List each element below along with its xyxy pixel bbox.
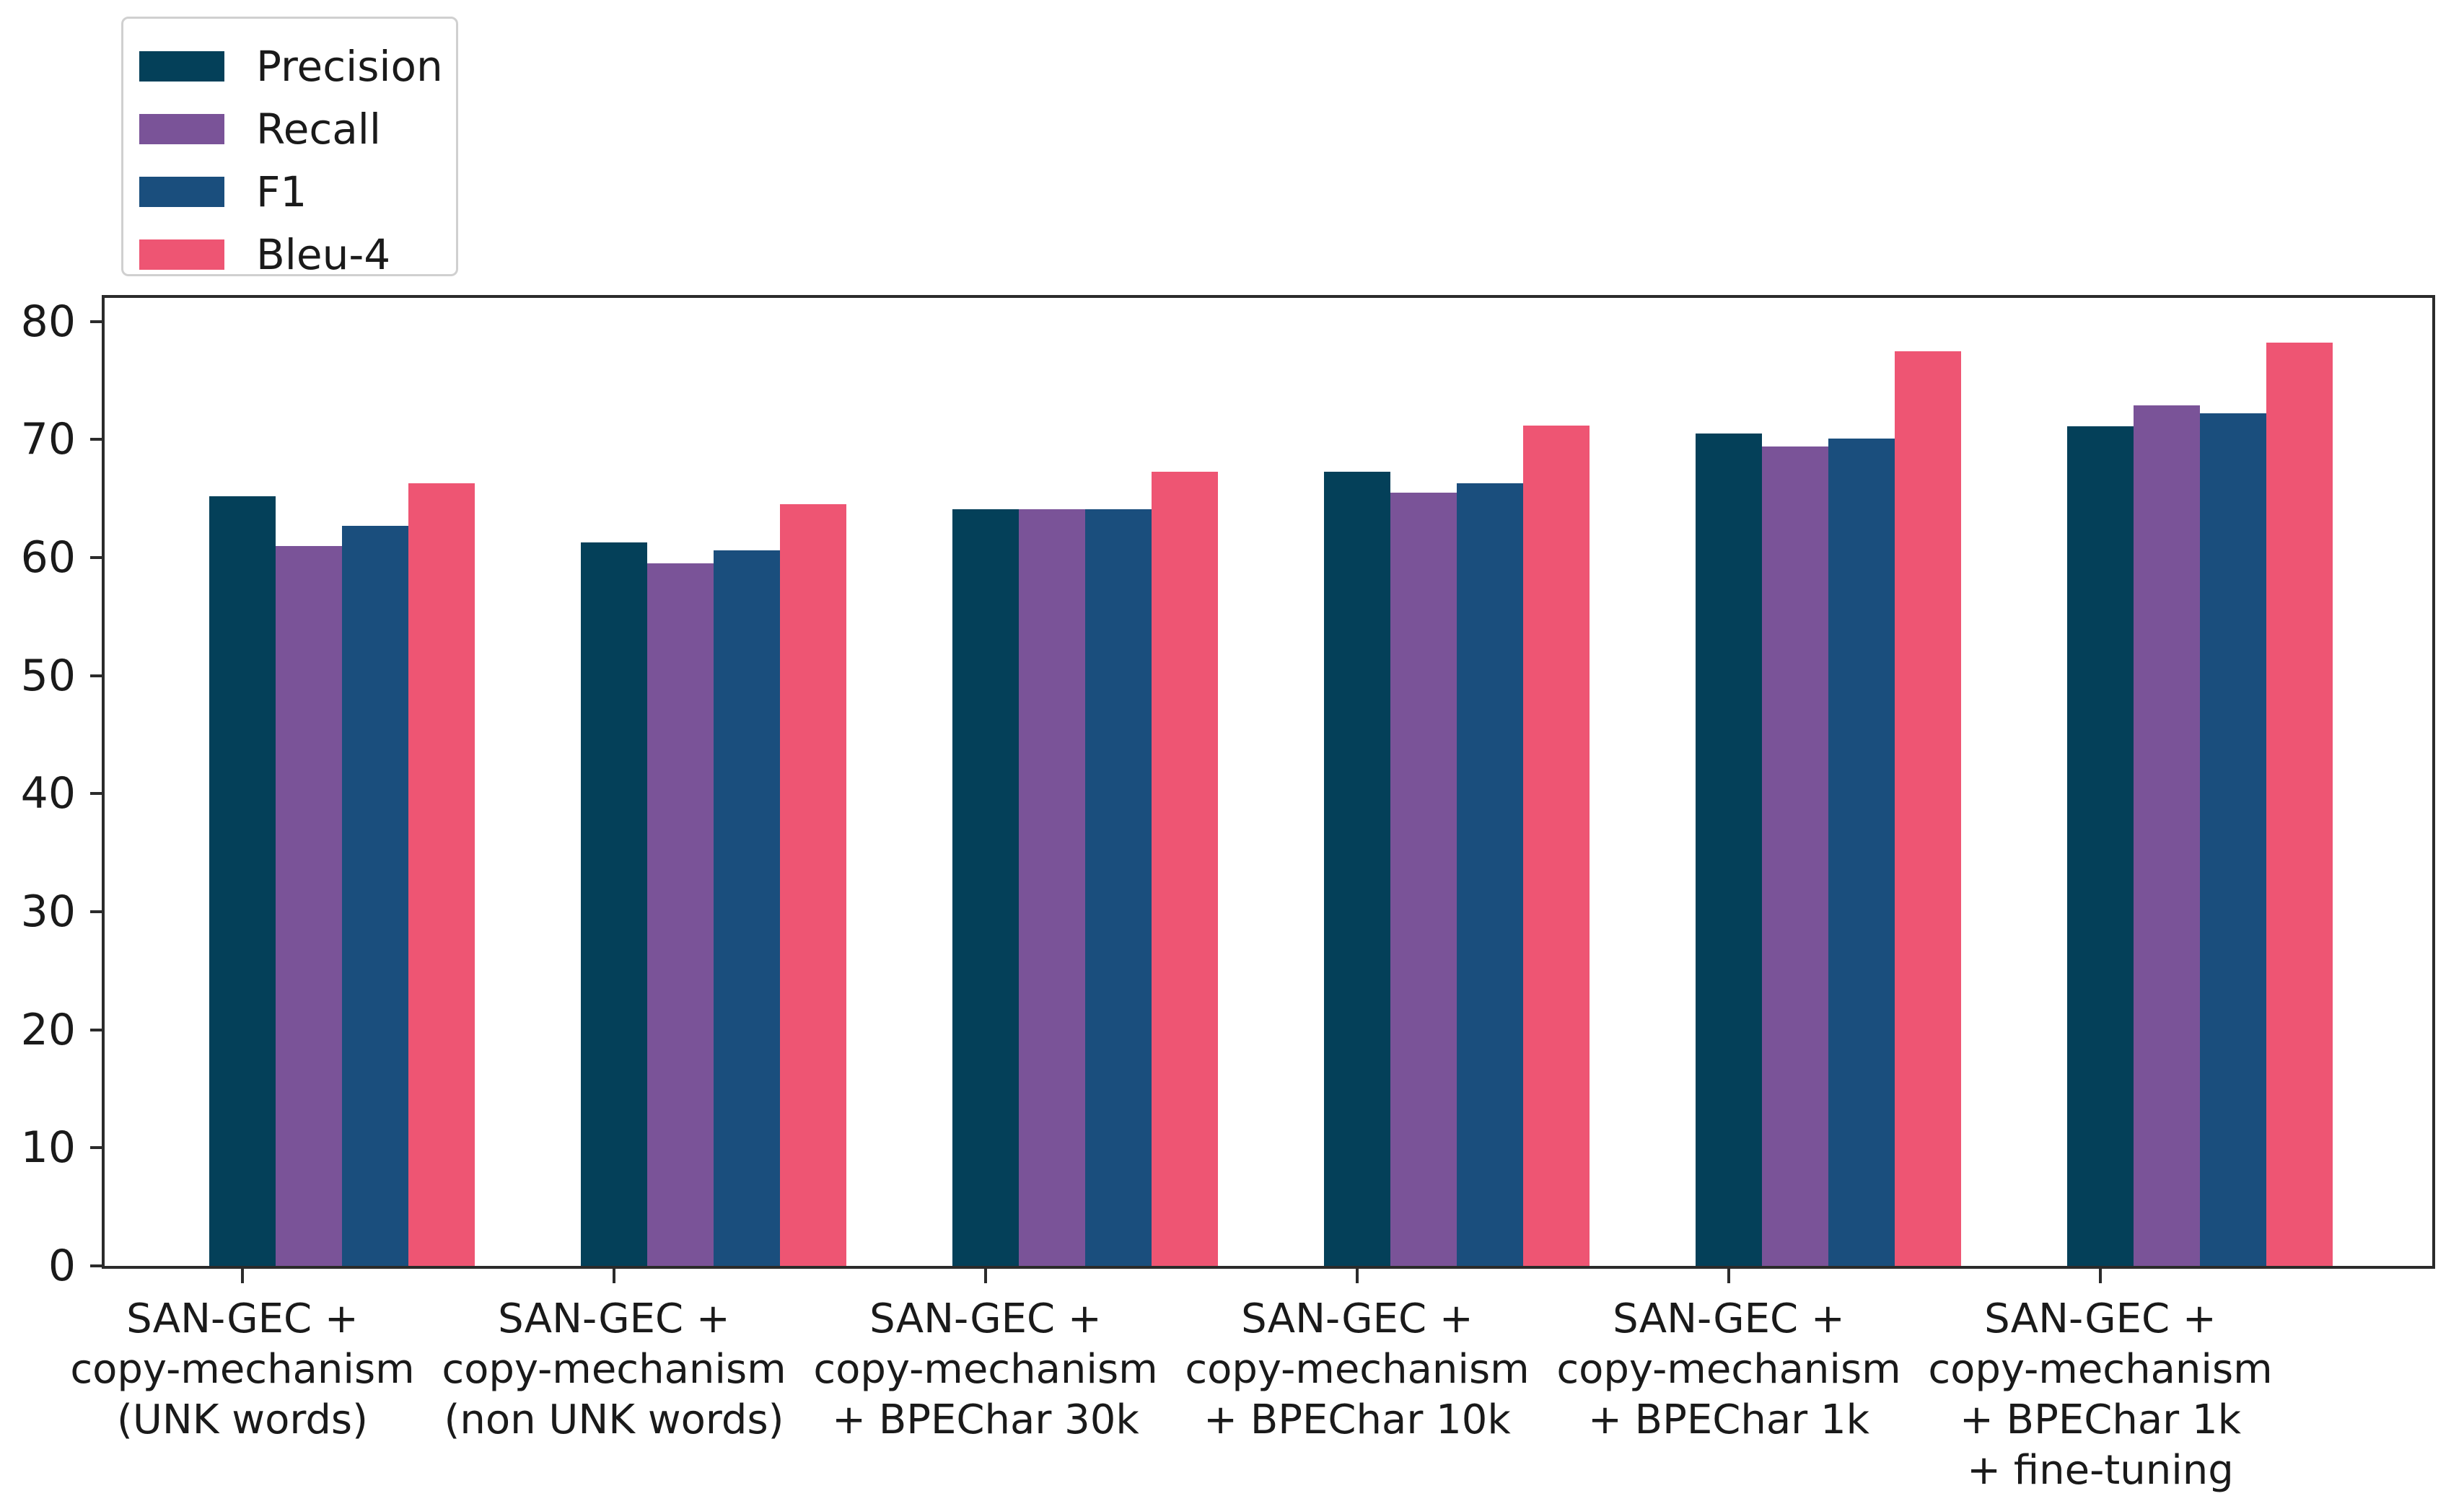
y-axis-tick-50 xyxy=(90,674,102,677)
x-axis-label-line: copy-mechanism xyxy=(442,1346,786,1393)
legend-label-bleu4: Bleu-4 xyxy=(256,229,391,279)
y-axis-tick-30 xyxy=(90,910,102,914)
x-axis-tick-5 xyxy=(1727,1269,1730,1283)
bar-f1-group4 xyxy=(1457,483,1523,1266)
x-axis-label-group5: SAN-GEC + copy-mechanism + BPEChar 1k xyxy=(1476,1294,1981,1446)
legend-row-bleu4: Bleu-4 xyxy=(139,223,456,286)
x-axis-label-group3: SAN-GEC + copy-mechanism + BPEChar 30k xyxy=(733,1294,1238,1446)
legend-swatch-recall xyxy=(139,113,224,144)
bar-recall-group2 xyxy=(647,563,714,1266)
x-axis-label-line: copy-mechanism xyxy=(813,1346,1158,1393)
x-axis-tick-2 xyxy=(613,1269,615,1283)
y-axis-tick-label-20: 20 xyxy=(20,1004,76,1055)
x-axis-label-line: copy-mechanism xyxy=(70,1346,415,1393)
plot-area xyxy=(102,295,2435,1269)
bar-bleu-4-group1 xyxy=(408,483,475,1266)
x-axis-label-line: SAN-GEC + xyxy=(1241,1295,1473,1342)
y-axis-tick-label-0: 0 xyxy=(48,1241,76,1291)
bar-bleu-4-group3 xyxy=(1152,471,1218,1266)
bar-recall-group1 xyxy=(276,545,342,1266)
y-axis-tick-70 xyxy=(90,438,102,441)
bar-recall-group5 xyxy=(1762,446,1828,1266)
legend-swatch-precision xyxy=(139,50,224,82)
bar-f1-group2 xyxy=(714,550,780,1266)
bar-precision-group1 xyxy=(209,496,276,1266)
bar-bleu-4-group6 xyxy=(2266,343,2333,1266)
bar-f1-group5 xyxy=(1828,438,1895,1266)
y-axis-tick-label-10: 10 xyxy=(20,1122,76,1174)
x-axis-label-line: copy-mechanism xyxy=(1928,1346,2273,1393)
x-axis-label-line: copy-mechanism xyxy=(1185,1346,1530,1393)
bar-precision-group2 xyxy=(581,542,647,1266)
bar-f1-group3 xyxy=(1085,509,1152,1266)
legend-label-f1: F1 xyxy=(256,167,307,216)
x-axis-label-line: copy-mechanism xyxy=(1556,1346,1901,1393)
bar-f1-group1 xyxy=(342,525,408,1266)
bar-precision-group5 xyxy=(1696,434,1762,1266)
y-axis-tick-0 xyxy=(90,1264,102,1267)
x-axis-label-line: + BPEChar 10k xyxy=(1203,1396,1511,1443)
x-axis-label-line: SAN-GEC + xyxy=(498,1295,730,1342)
bar-precision-group4 xyxy=(1324,471,1390,1266)
x-axis-label-line: SAN-GEC + xyxy=(869,1295,1102,1342)
legend-row-recall: Recall xyxy=(139,97,456,160)
y-axis-tick-10 xyxy=(90,1146,102,1150)
bar-recall-group3 xyxy=(1019,509,1085,1266)
x-axis-label-group6: SAN-GEC + copy-mechanism + BPEChar 1k + fin… xyxy=(1848,1294,2353,1496)
x-axis-label-line: + fine-tuning xyxy=(1967,1447,2234,1494)
legend: Precision Recall F1 Bleu-4 xyxy=(121,17,458,279)
x-axis-label-line: SAN-GEC + xyxy=(1984,1295,2217,1342)
bar-precision-group6 xyxy=(2067,426,2134,1266)
x-axis-label-line: (non UNK words) xyxy=(444,1396,784,1443)
bar-f1-group6 xyxy=(2200,413,2266,1266)
x-axis-tick-3 xyxy=(984,1269,987,1283)
y-axis-tick-label-50: 50 xyxy=(20,650,76,701)
legend-row-precision: Precision xyxy=(139,35,456,97)
bar-recall-group4 xyxy=(1390,493,1457,1266)
y-axis-tick-label-80: 80 xyxy=(20,296,76,347)
legend-row-f1: F1 xyxy=(139,160,456,223)
x-axis-label-line: + BPEChar 30k xyxy=(832,1396,1139,1443)
bar-bleu-4-group4 xyxy=(1523,425,1590,1266)
x-axis-label-line: + BPEChar 1k xyxy=(1959,1396,2242,1443)
x-axis-label-line: SAN-GEC + xyxy=(126,1295,359,1342)
y-axis-tick-80 xyxy=(90,320,102,323)
x-axis-label-line: (UNK words) xyxy=(117,1396,368,1443)
x-axis-tick-6 xyxy=(2099,1269,2102,1283)
legend-swatch-bleu4 xyxy=(139,239,224,270)
x-axis-label-group2: SAN-GEC + copy-mechanism (non UNK words) xyxy=(361,1294,867,1446)
y-axis-tick-40 xyxy=(90,792,102,796)
legend-swatch-f1 xyxy=(139,176,224,207)
bar-bleu-4-group5 xyxy=(1895,351,1961,1266)
y-axis-tick-label-30: 30 xyxy=(20,886,76,938)
legend-label-recall: Recall xyxy=(256,104,382,154)
y-axis-tick-60 xyxy=(90,556,102,560)
bar-bleu-4-group2 xyxy=(780,504,846,1266)
y-axis-tick-label-70: 70 xyxy=(20,414,76,465)
x-axis-label-group4: SAN-GEC + copy-mechanism + BPEChar 10k xyxy=(1105,1294,1610,1446)
x-axis-label-line: SAN-GEC + xyxy=(1613,1295,1845,1342)
bar-precision-group3 xyxy=(952,509,1019,1266)
y-axis-tick-label-40: 40 xyxy=(20,768,76,819)
bar-recall-group6 xyxy=(2134,405,2200,1266)
y-axis-tick-20 xyxy=(90,1028,102,1031)
legend-label-precision: Precision xyxy=(256,41,443,91)
x-axis-label-line: + BPEChar 1k xyxy=(1587,1396,1870,1443)
x-axis-tick-1 xyxy=(241,1269,244,1283)
x-axis-label-group1: SAN-GEC + copy-mechanism (UNK words) xyxy=(0,1294,495,1446)
x-axis-tick-4 xyxy=(1356,1269,1359,1283)
y-axis-tick-label-60: 60 xyxy=(20,532,76,584)
